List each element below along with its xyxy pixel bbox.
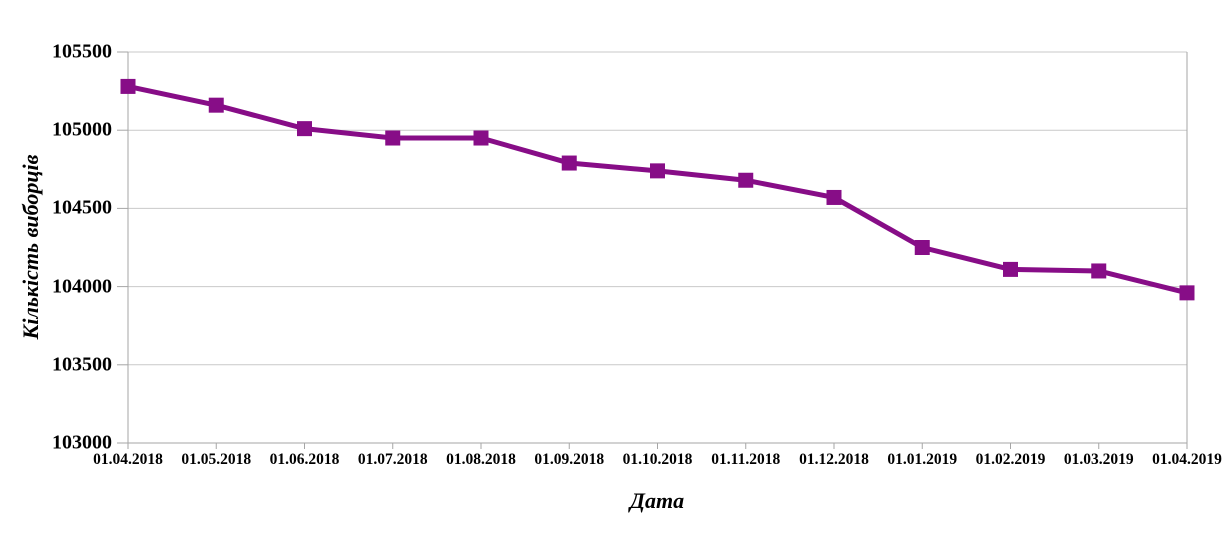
data-point-marker [297, 121, 312, 137]
y-tick-label: 104500 [52, 196, 112, 219]
data-point-marker [1091, 263, 1107, 279]
data-point-marker [208, 97, 224, 113]
x-tick-label: 01.04.2018 [93, 451, 163, 468]
data-point-marker [1179, 285, 1195, 301]
x-tick-label: 01.12.2018 [799, 451, 869, 468]
x-tick-label: 01.03.2019 [1063, 451, 1134, 468]
y-tick-label: 105500 [52, 40, 112, 63]
y-tick-label: 105000 [52, 118, 112, 141]
data-point-marker [738, 172, 754, 188]
data-point-marker [914, 240, 930, 255]
data-point-marker [826, 189, 842, 205]
x-tick-label: 01.01.2019 [887, 451, 958, 468]
data-point-marker [385, 130, 401, 146]
data-line [127, 83, 1188, 296]
x-tick-label: 01.05.2018 [181, 451, 252, 468]
x-tick-label: 01.02.2019 [975, 451, 1046, 468]
y-tick-label: 104000 [52, 275, 112, 298]
y-tick-label: 103000 [52, 431, 112, 454]
x-tick-label: 01.04.2019 [1152, 451, 1222, 468]
x-tick-label: 01.07.2018 [357, 451, 428, 468]
data-point-marker [561, 155, 577, 171]
y-tick-label: 103500 [52, 353, 112, 376]
data-point-marker [650, 163, 665, 179]
x-tick-label: 01.11.2018 [711, 451, 781, 468]
x-tick-label: 01.06.2018 [269, 451, 340, 468]
x-axis-title: Дата [629, 488, 685, 513]
x-tick-label: 01.09.2018 [534, 451, 605, 468]
data-point-marker [1003, 261, 1018, 277]
x-tick-label: 01.10.2018 [622, 451, 693, 468]
x-axis-tick-labels: 01.04.2018 01.05.2018 01.06.2018 01.07.2018… [0, 451, 1232, 471]
data-point-marker [473, 130, 489, 146]
x-tick-label: 01.08.2018 [446, 451, 516, 468]
y-axis-tick-labels: 103000 103500 104000 104500 105000 105500 [0, 0, 112, 533]
data-point-marker [120, 78, 136, 94]
y-axis-title: Кількість виборців [18, 154, 43, 340]
